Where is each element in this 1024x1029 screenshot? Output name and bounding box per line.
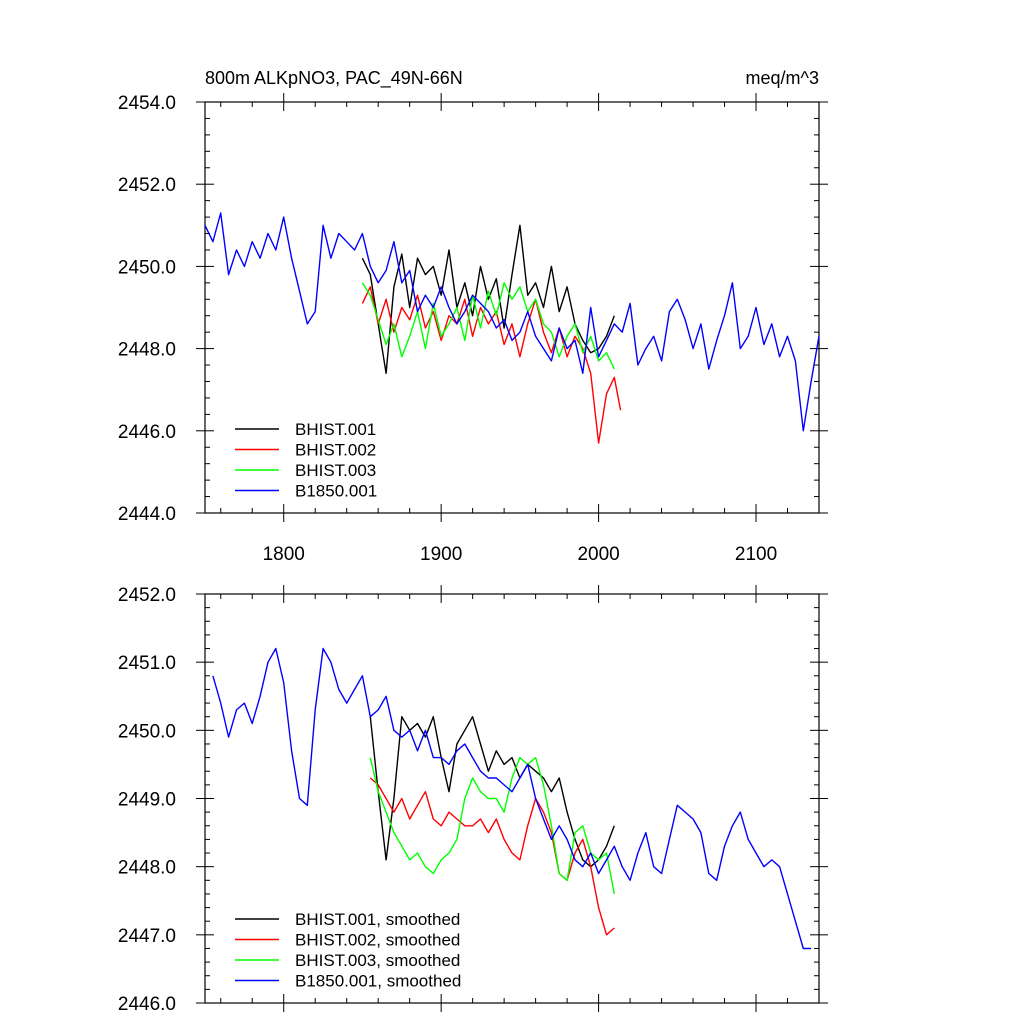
y-tick-label: 2454.0 xyxy=(118,93,176,114)
series-line-bhist-003-smoothed xyxy=(369,756,615,895)
y-tick-label: 2446.0 xyxy=(118,422,176,443)
y-tick-label: 2447.0 xyxy=(118,926,176,947)
series-line-bhist-003 xyxy=(361,282,615,370)
legend-label: BHIST.002, smoothed xyxy=(295,931,460,950)
plot-frame xyxy=(204,101,820,514)
legend-label: BHIST.003 xyxy=(295,461,376,480)
bottom-panel: 2446.0 2447.0 2448.0 2449.0 2450.0 2451.0 2452… xyxy=(118,585,828,1015)
legend-label: BHIST.003, smoothed xyxy=(295,951,460,970)
y-tick-label: 2446.0 xyxy=(118,994,176,1015)
chart-title: 800m ALKpNO3, PAC_49N-66N xyxy=(205,68,463,89)
units-label: meq/m^3 xyxy=(746,68,819,88)
legend-label: BHIST.001 xyxy=(295,420,376,439)
series-line-bhist-001 xyxy=(361,224,615,374)
x-tick-label: 2000 xyxy=(577,544,619,565)
legend-label: B1850.001, smoothed xyxy=(295,972,461,991)
legend-label: B1850.001 xyxy=(295,482,377,501)
y-tick-label: 2449.0 xyxy=(118,790,176,811)
y-tick-label: 2448.0 xyxy=(118,340,176,361)
x-tick-label: 1800 xyxy=(263,544,305,565)
y-tick-label: 2450.0 xyxy=(118,721,176,742)
series-line-bhist-002 xyxy=(361,286,622,444)
x-tick-label: 2100 xyxy=(735,544,777,565)
y-tick-label: 2448.0 xyxy=(118,858,176,879)
legend-label: BHIST.001, smoothed xyxy=(295,910,460,929)
y-tick-label: 2452.0 xyxy=(118,175,176,196)
x-tick-label: 1900 xyxy=(420,544,462,565)
series-line-b1850-001-smoothed xyxy=(212,647,812,950)
y-tick-label: 2452.0 xyxy=(118,585,176,606)
series-line-b1850-001 xyxy=(204,212,820,432)
y-tick-label: 2444.0 xyxy=(118,504,176,525)
y-tick-label: 2451.0 xyxy=(118,653,176,674)
y-tick-label: 2450.0 xyxy=(118,257,176,278)
series-line-bhist-001-smoothed xyxy=(369,716,615,868)
legend-label: BHIST.002 xyxy=(295,441,376,460)
top-panel: 1800 1900 2000 2100 2444.0 2446.0 2448.0 2450.0… xyxy=(118,68,828,565)
